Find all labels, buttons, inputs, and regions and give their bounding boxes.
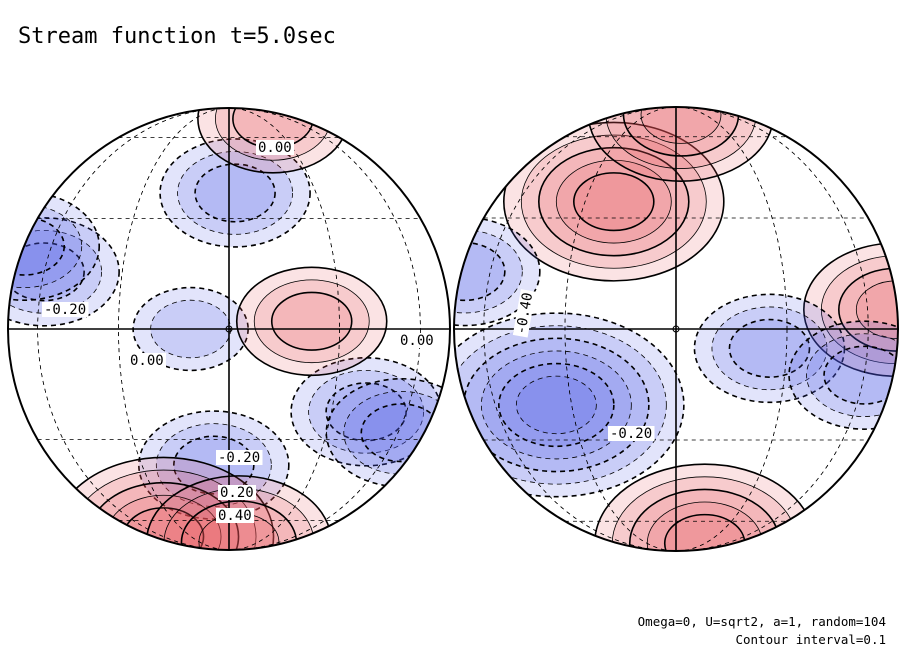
contour-label: -0.40 (513, 291, 536, 335)
contour-label: 0.00 (258, 140, 292, 156)
globe-outline (453, 106, 899, 552)
contour-label: 0.20 (220, 485, 254, 501)
contour-extremum-neg (454, 216, 541, 327)
contour-label: 0.00 (130, 353, 164, 369)
contour-label: -0.20 (610, 426, 652, 442)
globe-outline (7, 107, 451, 551)
contour-extremum-neg (454, 312, 685, 498)
contour-extremum-neg (693, 293, 846, 404)
contour-extremum-pos (197, 108, 349, 174)
contour-extremum-pos (235, 266, 388, 377)
contour-label: -0.20 (44, 302, 86, 318)
right-hemisphere: -0.40 -0.20 (453, 106, 899, 552)
contour-extremum-pos (503, 121, 725, 282)
contour-label: 0.40 (218, 508, 252, 524)
contour-label: 0.00 (400, 333, 434, 349)
contour-extremum-pos (587, 107, 775, 182)
contour-extremum-pos (593, 463, 816, 551)
left-hemisphere: 0.00 -0.20 0.00 0.00 -0.20 0.20 0.40 (7, 107, 451, 551)
contour-label: -0.20 (218, 450, 260, 466)
contour-extremum-neg (159, 138, 311, 248)
contour-interval-note: Contour interval=0.1 (735, 632, 886, 647)
parameters-note: Omega=0, U=sqrt2, a=1, random=104 (637, 614, 886, 629)
chart-title: Stream function t=5.0sec (18, 24, 336, 49)
contour-extremum-neg (325, 377, 450, 488)
contour-extremum-neg (290, 356, 442, 467)
